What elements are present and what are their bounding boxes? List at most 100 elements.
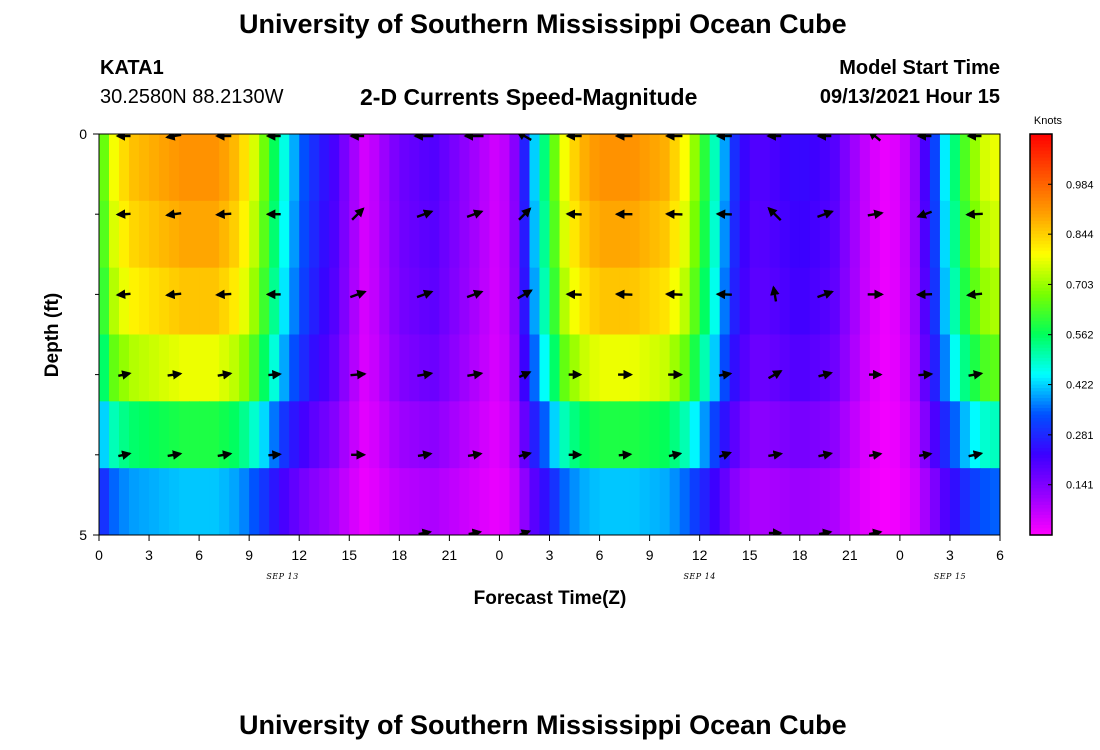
heatmap-cell — [489, 267, 501, 336]
colorbar-segment — [1030, 147, 1052, 152]
heatmap-cell — [629, 401, 641, 469]
heatmap-cell — [139, 200, 150, 269]
heatmap-cell — [469, 468, 481, 535]
heatmap-cell — [329, 200, 340, 269]
heatmap-cell — [439, 134, 450, 202]
heatmap-cell — [379, 267, 390, 336]
heatmap-cell — [379, 200, 390, 269]
heatmap-cell — [339, 468, 350, 535]
x-tick-label: 18 — [792, 547, 808, 563]
colorbar-tick-label: 0.703 — [1066, 279, 1094, 291]
heatmap-cell — [269, 200, 280, 269]
heatmap-cell — [449, 401, 460, 469]
heatmap-cell — [459, 468, 471, 535]
heatmap-cell — [949, 200, 961, 269]
heatmap-cell — [259, 200, 270, 269]
heatmap-cell — [849, 334, 861, 402]
heatmap-cell — [829, 134, 841, 202]
heatmap-cell — [219, 134, 230, 202]
heatmap-cell — [959, 134, 971, 202]
station-coordinates: 30.2580N 88.2130W — [100, 86, 284, 108]
heatmap-cell — [419, 334, 430, 402]
current-vector — [668, 450, 683, 460]
current-vector — [519, 529, 532, 535]
heatmap-cell — [969, 334, 981, 402]
heatmap-cell — [259, 334, 270, 402]
current-vector — [165, 134, 182, 141]
heatmap-cell — [729, 267, 741, 336]
heatmap-cell — [369, 267, 380, 336]
heatmap-cell — [169, 401, 180, 469]
heatmap-cell — [259, 468, 270, 535]
heatmap-cell — [939, 200, 951, 269]
current-vector — [718, 450, 732, 460]
current-vector — [770, 285, 780, 302]
heatmap-cell — [959, 334, 971, 402]
heatmap-cell — [859, 134, 871, 202]
heatmap-cell — [199, 468, 210, 535]
x-tick-label: 18 — [392, 547, 408, 563]
heatmap-cell — [139, 267, 150, 336]
colorbar-segment — [1030, 297, 1052, 302]
station-id: KATA1 — [100, 57, 164, 79]
heatmap-cell — [449, 468, 460, 535]
heatmap-cell — [429, 134, 440, 202]
heatmap-cell — [959, 468, 971, 535]
heatmap-cell — [409, 401, 420, 469]
heatmap-cell — [669, 267, 681, 336]
colorbar-segment — [1030, 224, 1052, 229]
heatmap-cell — [509, 200, 521, 269]
colorbar-segment — [1030, 291, 1052, 295]
colorbar-segment — [1030, 177, 1052, 182]
current-vector — [416, 289, 434, 299]
heatmap-cell — [189, 334, 200, 402]
heatmap-cell — [559, 468, 571, 535]
current-vector — [349, 289, 367, 299]
heatmap-cell — [979, 267, 991, 336]
heatmap-cell — [499, 468, 511, 535]
heatmap-cell — [279, 134, 290, 202]
x-tick-label: 12 — [692, 547, 708, 563]
heatmap-cell — [709, 267, 721, 336]
heatmap-cell — [609, 134, 621, 202]
heatmap-cell — [299, 267, 310, 336]
heatmap-cell — [539, 334, 551, 402]
heatmap-cell — [609, 200, 621, 269]
heatmap-cell — [789, 468, 801, 535]
heatmap-cell — [179, 334, 190, 402]
colorbar-segment — [1030, 531, 1052, 536]
heatmap-cell — [149, 134, 160, 202]
heatmap-cell — [269, 267, 280, 336]
colorbar-segment — [1030, 134, 1052, 138]
heatmap-cell — [349, 267, 360, 336]
model-start-value: 09/13/2021 Hour 15 — [819, 86, 1000, 108]
heatmap-cell — [289, 334, 300, 402]
heatmap-cell — [929, 401, 941, 469]
colorbar-segment — [1030, 210, 1052, 215]
heatmap-cell — [329, 468, 340, 535]
heatmap-cell — [479, 134, 491, 202]
heatmap-cell — [109, 200, 120, 269]
heatmap-cell — [239, 468, 250, 535]
heatmap-cell — [159, 401, 170, 469]
heatmap-cell — [719, 468, 731, 535]
heatmap-cell — [879, 134, 891, 202]
colorbar-segment — [1030, 284, 1052, 289]
heatmap-cell — [599, 401, 611, 469]
heatmap-cell — [549, 267, 561, 336]
heatmap-cell — [749, 134, 761, 202]
heatmap-cell — [639, 200, 651, 269]
colorbar-segment — [1030, 190, 1052, 195]
heatmap-cell — [719, 267, 731, 336]
current-vector — [467, 450, 483, 460]
heatmap-cell — [649, 334, 661, 402]
current-vector — [664, 289, 683, 300]
heatmap-cell — [799, 468, 811, 535]
heatmap-cell — [389, 134, 400, 202]
colorbar-segment — [1030, 331, 1052, 336]
heatmap-cell — [209, 267, 220, 336]
heatmap-cell — [309, 334, 320, 402]
heatmap-cell — [109, 334, 120, 402]
colorbar-segment — [1030, 144, 1052, 148]
colorbar-tick-label: 0.281 — [1066, 430, 1094, 442]
